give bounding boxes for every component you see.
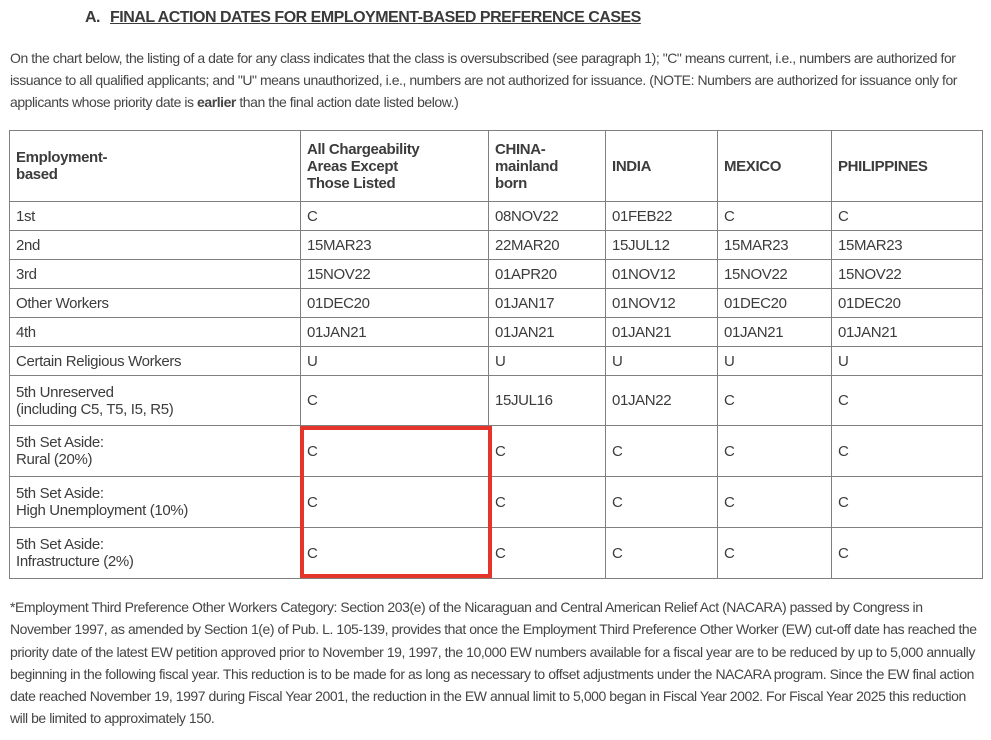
header-mexico: MEXICO	[717, 130, 832, 202]
value-cell: C	[831, 476, 983, 528]
value-cell: C	[831, 201, 983, 231]
table-row: Other Workers 01DEC20 01JAN17 01NOV12 01…	[9, 288, 983, 318]
header-india: INDIA	[605, 130, 718, 202]
value-cell: 01DEC20	[300, 288, 489, 318]
value-cell: 01DEC20	[717, 288, 832, 318]
value-cell: U	[488, 346, 606, 376]
header-philippines: PHILIPPINES	[831, 130, 983, 202]
row-label-cell: 5th Unreserved (including C5, T5, I5, R5…	[9, 375, 301, 426]
value-cell: 01JAN21	[300, 317, 489, 347]
header-all-chargeability: All Chargeability Areas Except Those Lis…	[300, 130, 489, 202]
value-cell: C	[488, 527, 606, 579]
value-cell: C	[717, 527, 832, 579]
value-cell: 15MAR23	[300, 230, 489, 260]
value-cell: 01APR20	[488, 259, 606, 289]
table-row: 5th Set Aside: Infrastructure (2%) C C C…	[9, 527, 983, 579]
table-row: 5th Unreserved (including C5, T5, I5, R5…	[9, 375, 983, 426]
value-cell: 01JAN21	[605, 317, 718, 347]
intro-part1: On the chart below, the listing of a dat…	[10, 50, 958, 110]
row-label-cell: Certain Religious Workers	[9, 346, 301, 376]
value-cell: 01NOV12	[605, 288, 718, 318]
table-row: 1st C 08NOV22 01FEB22 C C	[9, 201, 983, 231]
value-cell: C	[300, 476, 489, 528]
table-row: 3rd 15NOV22 01APR20 01NOV12 15NOV22 15NO…	[9, 259, 983, 289]
value-cell: C	[300, 201, 489, 231]
value-cell: 01JAN21	[488, 317, 606, 347]
value-cell: C	[300, 527, 489, 579]
value-cell: 15MAR23	[831, 230, 983, 260]
page-title-prefix: A.	[85, 9, 101, 26]
value-cell: U	[717, 346, 832, 376]
value-cell: 15NOV22	[300, 259, 489, 289]
value-cell: 01NOV12	[605, 259, 718, 289]
final-action-dates-table: Employment- based All Chargeability Area…	[9, 130, 983, 579]
value-cell: C	[831, 425, 983, 477]
table-row: 5th Set Aside: High Unemployment (10%) C…	[9, 476, 983, 528]
row-label-cell: Other Workers	[9, 288, 301, 318]
value-cell: 15MAR23	[717, 230, 832, 260]
value-cell: 01JAN21	[831, 317, 983, 347]
value-cell: U	[831, 346, 983, 376]
value-cell: 01JAN17	[488, 288, 606, 318]
table-header-row: Employment- based All Chargeability Area…	[9, 130, 983, 202]
value-cell: C	[300, 375, 489, 426]
value-cell: 15NOV22	[831, 259, 983, 289]
value-cell: C	[717, 375, 832, 426]
row-label-cell: 5th Set Aside: High Unemployment (10%)	[9, 476, 301, 528]
value-cell: C	[605, 527, 718, 579]
value-cell: C	[605, 425, 718, 477]
table-row: 2nd 15MAR23 22MAR20 15JUL12 15MAR23 15MA…	[9, 230, 983, 260]
value-cell: C	[717, 476, 832, 528]
value-cell: C	[831, 527, 983, 579]
value-cell: C	[717, 201, 832, 231]
value-cell: C	[831, 375, 983, 426]
table-row: 5th Set Aside: Rural (20%) C C C C C	[9, 425, 983, 477]
value-cell: 01JAN22	[605, 375, 718, 426]
row-label-cell: 2nd	[9, 230, 301, 260]
header-employment-based: Employment- based	[9, 130, 301, 202]
intro-bold-word: earlier	[197, 94, 236, 110]
value-cell: 08NOV22	[488, 201, 606, 231]
intro-paragraph: On the chart below, the listing of a dat…	[10, 47, 982, 113]
table-row: 4th 01JAN21 01JAN21 01JAN21 01JAN21 01JA…	[9, 317, 983, 347]
intro-part2: than the final action date listed below.…	[235, 94, 459, 110]
value-cell: 01JAN21	[717, 317, 832, 347]
page-title-text: FINAL ACTION DATES FOR EMPLOYMENT-BASED …	[110, 9, 641, 26]
value-cell: 15JUL16	[488, 375, 606, 426]
value-cell: 01FEB22	[605, 201, 718, 231]
row-label-cell: 3rd	[9, 259, 301, 289]
row-label-cell: 5th Set Aside: Rural (20%)	[9, 425, 301, 477]
value-cell: C	[300, 425, 489, 477]
value-cell: 15JUL12	[605, 230, 718, 260]
value-cell: 15NOV22	[717, 259, 832, 289]
value-cell: C	[605, 476, 718, 528]
table-row: Certain Religious Workers U U U U U	[9, 346, 983, 376]
value-cell: U	[300, 346, 489, 376]
footnote-paragraph: *Employment Third Preference Other Worke…	[10, 599, 977, 727]
header-china: CHINA- mainland born	[488, 130, 606, 202]
row-label-cell: 4th	[9, 317, 301, 347]
value-cell: 22MAR20	[488, 230, 606, 260]
value-cell: C	[488, 476, 606, 528]
value-cell: 01DEC20	[831, 288, 983, 318]
page-title: A. FINAL ACTION DATES FOR EMPLOYMENT-BASE…	[85, 9, 641, 27]
value-cell: C	[488, 425, 606, 477]
value-cell: C	[717, 425, 832, 477]
value-cell: U	[605, 346, 718, 376]
row-label-cell: 5th Set Aside: Infrastructure (2%)	[9, 527, 301, 579]
row-label-cell: 1st	[9, 201, 301, 231]
